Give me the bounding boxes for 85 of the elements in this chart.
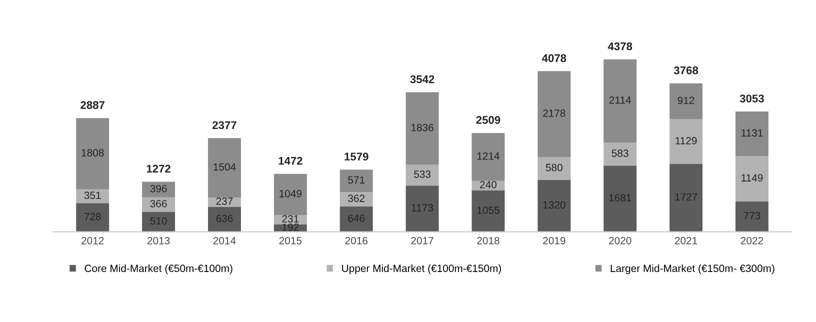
data-label: 1808 [82, 149, 104, 157]
bar [604, 59, 637, 143]
x-tick-label: 2014 [213, 236, 236, 244]
data-label: 1681 [609, 194, 632, 202]
data-label: 1131 [742, 129, 763, 137]
data-label: 231 [282, 215, 299, 223]
data-label: 1214 [477, 152, 500, 160]
x-tick-label: 2020 [609, 236, 632, 244]
x-tick-label: 2016 [345, 236, 368, 244]
bar [76, 203, 110, 232]
x-tick-label: 2017 [411, 236, 434, 244]
bar [538, 71, 571, 157]
x-tick-label: 2021 [674, 236, 698, 244]
data-label: 510 [150, 217, 167, 225]
x-tick-label: 2012 [82, 236, 104, 244]
bar [538, 156, 571, 180]
data-label: 240 [480, 180, 496, 188]
data-label: 1836 [411, 124, 434, 132]
total-label: 3053 [740, 94, 764, 102]
data-label: 1149 [742, 174, 763, 182]
data-label: 362 [348, 194, 365, 202]
bar [406, 164, 439, 186]
bar [735, 112, 768, 156]
bar [670, 119, 703, 164]
data-label: 1129 [676, 136, 697, 144]
data-label: 636 [216, 214, 233, 222]
data-label: 351 [84, 192, 101, 200]
data-label: 571 [348, 176, 365, 184]
bar [340, 170, 373, 192]
bar [208, 138, 241, 198]
data-label: 237 [216, 198, 233, 205]
data-label: 366 [150, 200, 167, 208]
x-tick-label: 2022 [740, 236, 764, 244]
data-label: 192 [282, 223, 299, 231]
bar [604, 142, 637, 166]
data-label: 1727 [675, 193, 698, 201]
bar [472, 132, 505, 181]
total-label: 2887 [80, 101, 104, 109]
legend-label: Upper Mid-Market (€100m-€150m) [342, 264, 501, 274]
data-label: 1320 [543, 201, 566, 209]
bar [76, 118, 110, 190]
data-label: 646 [348, 214, 365, 222]
data-label: 1055 [477, 206, 500, 214]
bar [735, 156, 768, 202]
total-label: 1579 [344, 152, 368, 161]
x-tick-label: 2015 [279, 236, 302, 244]
total-label: 3542 [410, 75, 434, 84]
bar [472, 190, 505, 232]
data-label: 583 [612, 150, 628, 157]
data-label: 1173 [412, 204, 434, 212]
bar [406, 186, 439, 232]
data-label: 728 [84, 212, 101, 220]
total-label: 4078 [542, 54, 566, 62]
x-tick-label: 2013 [147, 236, 170, 244]
bar [142, 182, 176, 198]
total-label: 1272 [146, 164, 170, 173]
legend-label: Core Mid-Market (€50m-€100m) [84, 264, 232, 274]
total-label: 4378 [608, 42, 632, 50]
data-label: 773 [744, 212, 760, 220]
total-label: 2509 [476, 116, 500, 124]
bar [538, 180, 571, 232]
total-label: 2377 [212, 121, 236, 130]
data-label: 533 [414, 170, 431, 178]
bar [274, 174, 307, 216]
data-label: 1049 [280, 190, 302, 198]
data-label: 912 [678, 96, 694, 104]
legend-label: Larger Mid-Market (€150m- €300m) [610, 264, 774, 274]
data-label: 580 [546, 164, 562, 172]
bar [340, 206, 373, 232]
bar [208, 206, 241, 232]
bar [142, 212, 176, 232]
data-label: 396 [150, 184, 167, 192]
bar [340, 192, 373, 206]
data-label: 2114 [609, 96, 631, 104]
x-tick-label: 2019 [543, 236, 566, 244]
data-label: 1504 [214, 163, 236, 171]
bar [604, 166, 637, 232]
total-label: 3768 [674, 66, 698, 74]
total-label: 1472 [278, 156, 302, 165]
bar [735, 201, 768, 232]
bar [670, 83, 703, 120]
x-tick-label: 2018 [477, 236, 500, 244]
bar [670, 164, 703, 232]
data-label: 2178 [543, 109, 566, 117]
bar [406, 92, 439, 165]
